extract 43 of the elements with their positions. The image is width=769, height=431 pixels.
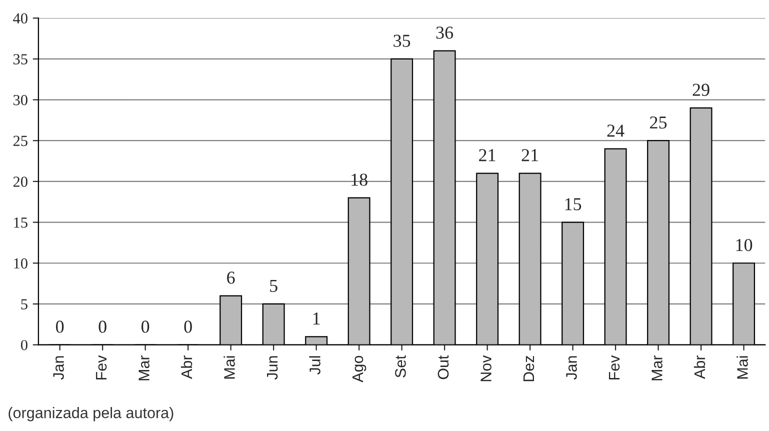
x-tick-label: Mai (736, 356, 748, 379)
y-tick-label: 35 (13, 54, 28, 64)
text: (organizada pela autora) (8, 407, 174, 422)
x-tick-label: Out (438, 355, 449, 380)
data-label: 29 (692, 84, 710, 96)
y-tick-label: 20 (13, 176, 28, 187)
y-tick-label: 40 (13, 13, 28, 24)
x-tick-label: Mar (138, 355, 150, 380)
data-label: 25 (650, 116, 667, 129)
x-tick-label: Abr (694, 355, 706, 379)
y-tick-label: 25 (13, 136, 28, 146)
data-label: 10 (736, 238, 752, 252)
y-tick-label: 15 (14, 218, 28, 228)
x-tick-label: Abr (180, 355, 192, 379)
x-tick-label: Fev (608, 355, 620, 380)
data-label: 0 (56, 320, 64, 333)
x-tick-label: Jun (267, 356, 278, 380)
data-label: 0 (98, 320, 106, 333)
data-label: 35 (394, 34, 410, 47)
x-tick-label: Fev (96, 355, 107, 380)
data-label: 6 (227, 272, 235, 284)
y-tick-label: 30 (13, 94, 28, 106)
x-tick-label: Jan (53, 356, 64, 380)
data-label: 1 (313, 312, 320, 324)
x-tick-label: Mar (652, 355, 662, 380)
y-tick-label: 10 (14, 258, 28, 269)
y-tick-label: 0 (20, 340, 28, 350)
x-tick-label: Ago (352, 356, 366, 382)
x-tick-label: Dez (523, 356, 534, 382)
data-label: 15 (565, 198, 582, 210)
x-tick-label: Jan (566, 356, 577, 380)
x-tick-label: Set (395, 355, 406, 378)
x-tick-label: Nov (480, 355, 492, 382)
data-label: 5 (270, 280, 278, 292)
data-label: 36 (436, 26, 454, 39)
data-label: 21 (479, 149, 496, 162)
data-label: 21 (522, 149, 538, 162)
data-label: 0 (184, 320, 192, 333)
data-label: 24 (607, 124, 624, 137)
data-label: 0 (141, 320, 150, 333)
x-tick-label: Mai (224, 356, 235, 379)
y-tick-label: 5 (21, 299, 28, 310)
x-tick-label: Jul (309, 356, 320, 375)
